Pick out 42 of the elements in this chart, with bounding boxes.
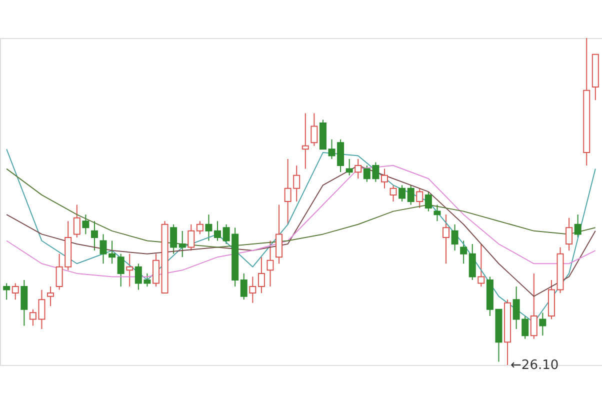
- candlestick: [354, 158, 362, 180]
- candlestick: [73, 204, 80, 238]
- candlestick: [416, 188, 424, 209]
- candlestick: [574, 214, 582, 238]
- candlestick: [302, 112, 309, 170]
- candlestick: [47, 286, 54, 307]
- candlestick: [451, 224, 458, 252]
- candlestick: [442, 214, 450, 264]
- candlestick: [12, 282, 19, 300]
- candlestick: [82, 214, 90, 235]
- candlestick: [126, 253, 134, 288]
- annotation: ←26.10: [510, 358, 559, 373]
- candlestick: [434, 204, 441, 222]
- candlestick: [478, 244, 485, 288]
- candlestick: [398, 184, 406, 202]
- candlestick: [310, 112, 318, 146]
- candlestick: [390, 184, 397, 202]
- candlestick: [196, 220, 204, 235]
- candlestick: [3, 282, 10, 300]
- candlestick: [249, 276, 256, 304]
- candlestick: [188, 224, 195, 252]
- candlestick: [460, 240, 468, 264]
- candlestick: [240, 272, 248, 300]
- candlestick: [346, 158, 353, 176]
- candlestick: [468, 244, 476, 280]
- candlestick: [539, 312, 546, 336]
- candlestick: [424, 191, 432, 212]
- candlestick: [530, 272, 538, 340]
- candlestick: [20, 279, 28, 326]
- candlestick: [407, 184, 414, 206]
- candlestick: [258, 256, 265, 294]
- candlestick: [276, 204, 283, 264]
- candlestick: [566, 217, 573, 252]
- candlestick: [266, 240, 274, 288]
- candlestick: [380, 168, 388, 189]
- candlestick: [214, 220, 222, 242]
- candlestick: [170, 224, 178, 254]
- candlestick: [117, 253, 124, 288]
- candlestick: [205, 214, 212, 242]
- candlestick: [178, 230, 186, 258]
- candlestick: [152, 253, 160, 288]
- candlestick: [90, 220, 98, 252]
